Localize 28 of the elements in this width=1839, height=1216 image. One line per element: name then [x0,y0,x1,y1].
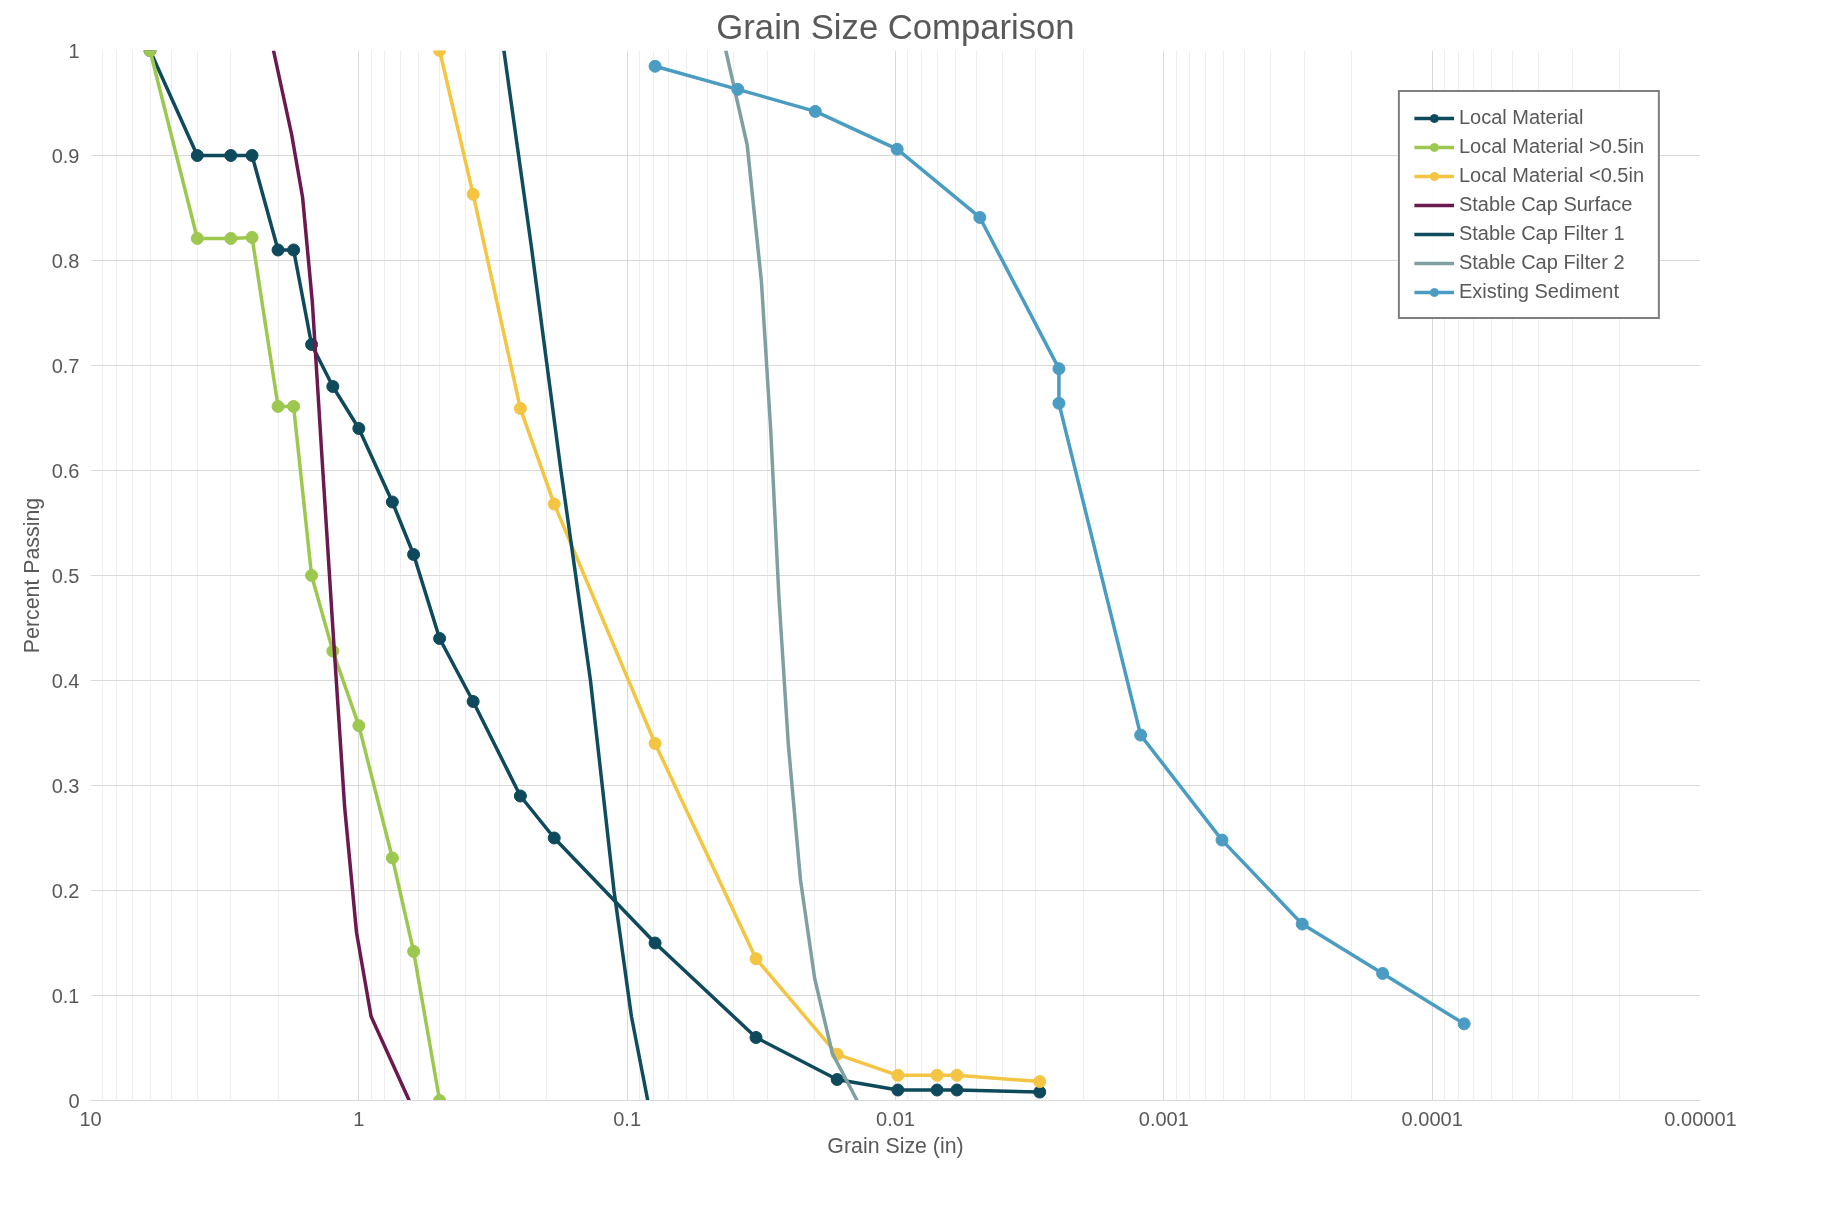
x-tick-label: 0.001 [1138,1107,1189,1130]
x-tick-label: 0.0001 [1401,1107,1463,1130]
legend-label: Stable Cap Surface [1458,193,1633,216]
x-tick-label: 0.01 [876,1107,915,1130]
y-tick-label: 0.5 [51,564,80,587]
chart-title: Grain Size Comparison [716,7,1075,46]
y-tick-label: 0.1 [51,984,80,1007]
x-tick-label: 0.00001 [1664,1107,1737,1130]
y-tick-label: 0 [68,1089,80,1112]
legend-label: Stable Cap Filter 2 [1458,251,1625,274]
y-tick-label: 0.3 [51,774,80,797]
y-tick-label: 0.9 [51,144,80,167]
x-tick-label: 10 [79,1107,102,1130]
x-tick-label: 0.1 [613,1107,642,1130]
x-tick-label: 1 [353,1107,365,1130]
y-axis-title: Percent Passing [19,497,44,654]
legend-label: Local Material <0.5in [1458,164,1644,187]
y-tick-label: 0.8 [51,249,80,272]
legend-label: Existing Sediment [1458,280,1619,303]
y-tick-label: 0.4 [51,669,80,692]
legend-label: Local Material [1458,106,1584,129]
y-tick-label: 0.6 [51,459,80,482]
x-axis-title: Grain Size (in) [827,1133,964,1158]
legend-label: Local Material >0.5in [1458,135,1644,158]
y-tick-label: 0.7 [51,354,80,377]
legend-label: Stable Cap Filter 1 [1458,222,1625,245]
y-tick-label: 0.2 [51,879,80,902]
y-tick-label: 1 [68,39,80,62]
